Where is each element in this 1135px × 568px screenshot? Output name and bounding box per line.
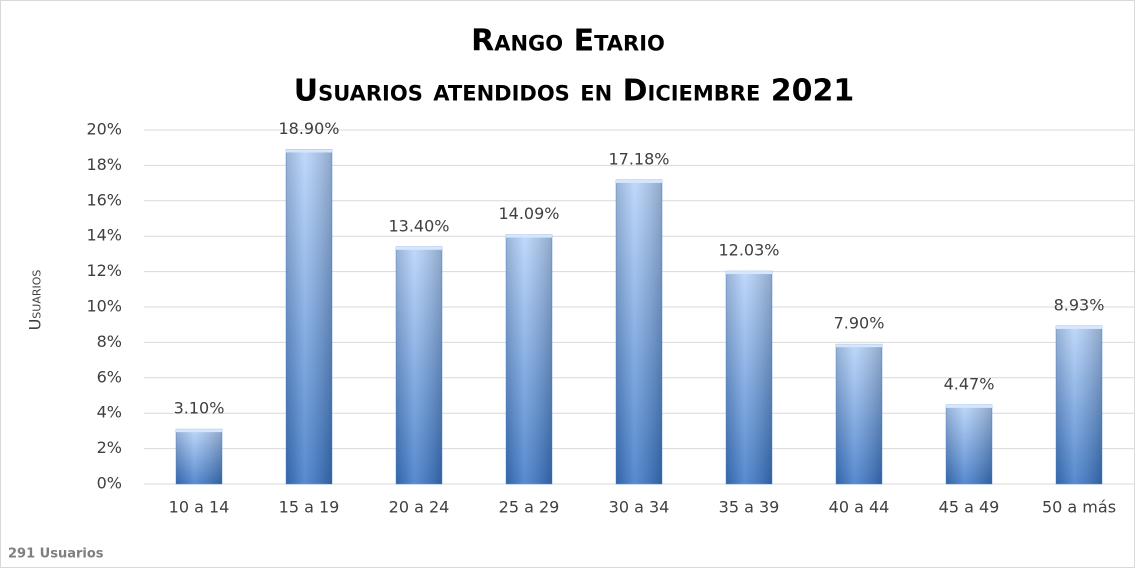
y-tick-label: 4% xyxy=(97,403,122,422)
bar xyxy=(1055,325,1103,485)
bar-cap xyxy=(176,429,222,433)
x-tick-label: 30 a 34 xyxy=(609,498,670,517)
bar-cap xyxy=(946,404,992,408)
data-label: 14.09% xyxy=(498,204,559,223)
bar-cap xyxy=(1056,325,1102,329)
bar-cap xyxy=(286,149,332,153)
data-label: 8.93% xyxy=(1054,295,1105,314)
data-label: 3.10% xyxy=(174,399,225,418)
chart-subtitle: Usuarios atendidos en Diciembre 2021 xyxy=(294,74,855,109)
data-label: 12.03% xyxy=(718,241,779,260)
data-label: 13.40% xyxy=(388,216,449,235)
x-tick-label: 25 a 29 xyxy=(499,498,560,517)
bar xyxy=(835,343,883,485)
bar xyxy=(505,234,553,485)
bar-cap xyxy=(726,271,772,275)
bar xyxy=(395,246,443,485)
bar-cap xyxy=(396,246,442,250)
y-tick-label: 8% xyxy=(97,332,122,351)
x-tick-label: 15 a 19 xyxy=(279,498,340,517)
y-tick-label: 10% xyxy=(86,297,122,316)
x-tick-label: 35 a 39 xyxy=(719,498,780,517)
x-tick-label: 45 a 49 xyxy=(939,498,1000,517)
data-label: 7.90% xyxy=(834,314,885,333)
bar xyxy=(945,404,993,485)
y-tick-label: 6% xyxy=(97,367,122,386)
chart-title: Rango Etario xyxy=(471,24,665,59)
data-label: 18.90% xyxy=(278,119,339,138)
y-tick-label: 16% xyxy=(86,190,122,209)
bar xyxy=(725,270,773,485)
bar-cap xyxy=(836,344,882,348)
bar xyxy=(175,428,223,485)
x-tick-label: 10 a 14 xyxy=(169,498,230,517)
y-axis-label: Usuarios xyxy=(26,270,45,331)
bar xyxy=(615,179,663,485)
y-tick-label: 18% xyxy=(86,155,122,174)
data-label: 4.47% xyxy=(944,374,995,393)
y-tick-label: 12% xyxy=(86,261,122,280)
y-tick-label: 0% xyxy=(97,474,122,493)
x-tick-label: 40 a 44 xyxy=(829,498,890,517)
bar-cap xyxy=(616,179,662,183)
annotation: 291 Usuarios xyxy=(8,547,104,562)
x-tick-label: 50 a más xyxy=(1042,498,1116,517)
y-tick-label: 2% xyxy=(97,438,122,457)
data-label: 17.18% xyxy=(608,149,669,168)
y-tick-label: 14% xyxy=(86,226,122,245)
bar-cap xyxy=(506,234,552,238)
bar xyxy=(285,149,333,485)
y-tick-label: 20% xyxy=(86,120,122,139)
x-tick-label: 20 a 24 xyxy=(389,498,450,517)
